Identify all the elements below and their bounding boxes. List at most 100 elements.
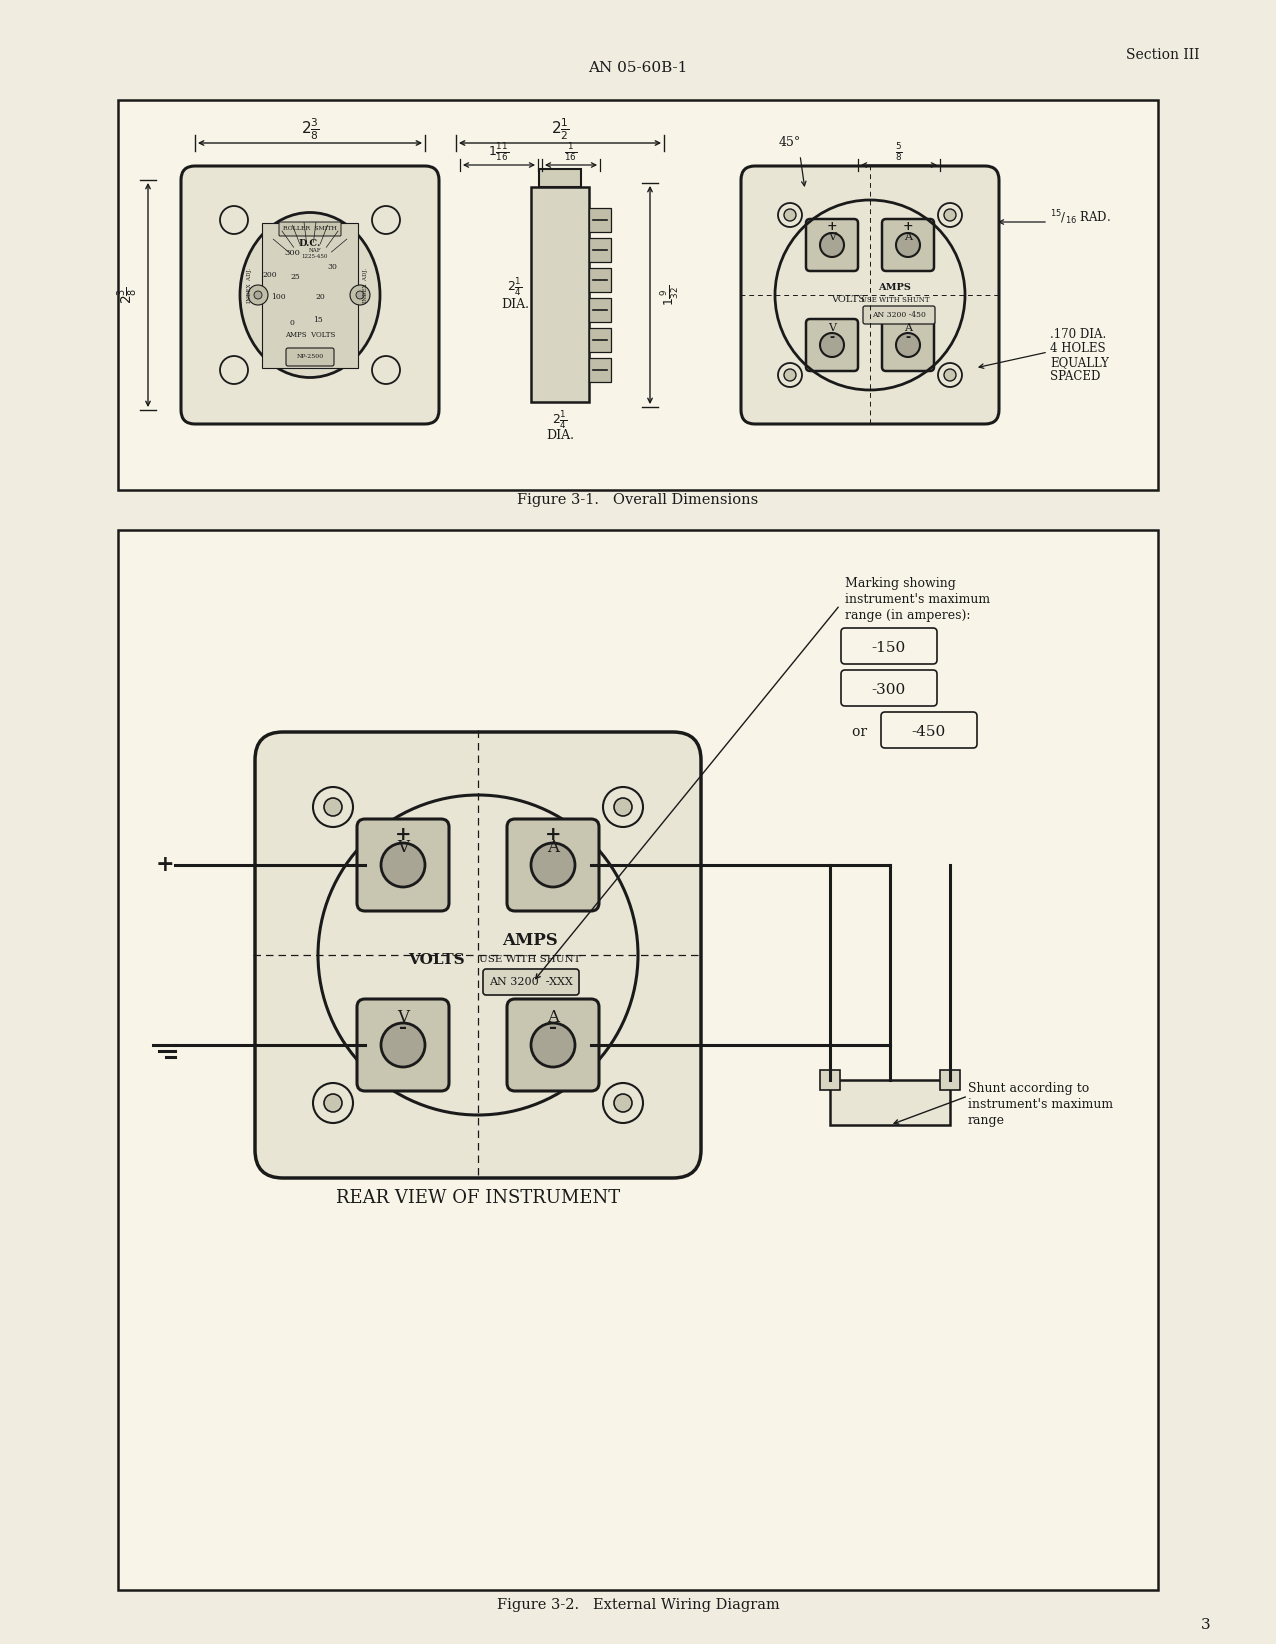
Text: VOLTS: VOLTS bbox=[831, 296, 865, 304]
Text: EQUALLY: EQUALLY bbox=[1050, 357, 1109, 370]
Text: -150: -150 bbox=[872, 641, 906, 654]
Text: -: - bbox=[549, 1019, 558, 1037]
FancyBboxPatch shape bbox=[863, 306, 935, 324]
Text: D.C.: D.C. bbox=[299, 238, 322, 248]
Circle shape bbox=[382, 1023, 425, 1067]
Circle shape bbox=[219, 206, 248, 233]
Circle shape bbox=[356, 291, 364, 299]
Circle shape bbox=[896, 334, 920, 357]
FancyBboxPatch shape bbox=[841, 628, 937, 664]
Text: +: + bbox=[827, 220, 837, 233]
Text: INDEX  ADJ.: INDEX ADJ. bbox=[248, 268, 253, 302]
Circle shape bbox=[604, 787, 643, 827]
Text: .170 DIA.: .170 DIA. bbox=[1050, 329, 1106, 342]
Text: AN 05-60B-1: AN 05-60B-1 bbox=[588, 61, 688, 76]
Text: +: + bbox=[902, 220, 914, 233]
Circle shape bbox=[820, 233, 843, 256]
Text: A: A bbox=[547, 838, 559, 855]
FancyBboxPatch shape bbox=[507, 1000, 598, 1092]
Circle shape bbox=[944, 209, 956, 220]
Text: AMPS: AMPS bbox=[879, 283, 911, 291]
Text: 300: 300 bbox=[285, 248, 300, 256]
Bar bbox=[117, 100, 1159, 490]
Circle shape bbox=[324, 797, 342, 815]
Bar bbox=[590, 238, 611, 261]
Circle shape bbox=[373, 206, 399, 233]
Bar bbox=[590, 329, 611, 352]
Text: +: + bbox=[394, 825, 411, 843]
Text: V: V bbox=[828, 232, 836, 242]
Circle shape bbox=[531, 1023, 575, 1067]
Circle shape bbox=[350, 284, 370, 306]
Bar bbox=[940, 1070, 960, 1090]
Circle shape bbox=[614, 797, 632, 815]
Text: -: - bbox=[829, 332, 835, 345]
FancyBboxPatch shape bbox=[279, 222, 341, 237]
Circle shape bbox=[531, 843, 575, 888]
Text: AN 3200 -450: AN 3200 -450 bbox=[872, 311, 926, 319]
FancyBboxPatch shape bbox=[806, 219, 857, 271]
FancyBboxPatch shape bbox=[880, 712, 977, 748]
Text: $1\frac{9}{32}$: $1\frac{9}{32}$ bbox=[658, 284, 681, 306]
Text: instrument's maximum: instrument's maximum bbox=[845, 592, 990, 605]
Text: AMPS: AMPS bbox=[503, 932, 558, 949]
Text: USE WITH SHUNT: USE WITH SHUNT bbox=[480, 955, 581, 963]
Circle shape bbox=[614, 1093, 632, 1111]
Circle shape bbox=[248, 284, 268, 306]
Text: ROLLER  SMITH: ROLLER SMITH bbox=[283, 227, 337, 232]
Text: 0: 0 bbox=[290, 319, 295, 327]
FancyBboxPatch shape bbox=[882, 319, 934, 372]
Bar bbox=[262, 224, 359, 368]
FancyBboxPatch shape bbox=[357, 819, 449, 911]
Circle shape bbox=[938, 202, 962, 227]
Bar bbox=[829, 1080, 951, 1124]
Circle shape bbox=[783, 209, 796, 220]
Text: VOLTS: VOLTS bbox=[408, 954, 464, 967]
Bar bbox=[590, 209, 611, 232]
Text: INDEX  ADJ.: INDEX ADJ. bbox=[362, 268, 367, 302]
Text: DIA.: DIA. bbox=[501, 299, 530, 311]
Circle shape bbox=[896, 233, 920, 256]
FancyBboxPatch shape bbox=[357, 1000, 449, 1092]
Text: USE WITH SHUNT: USE WITH SHUNT bbox=[861, 296, 929, 304]
Text: $\frac{1}{16}$: $\frac{1}{16}$ bbox=[564, 141, 578, 163]
Circle shape bbox=[820, 334, 843, 357]
Circle shape bbox=[254, 291, 262, 299]
Text: REAR VIEW OF INSTRUMENT: REAR VIEW OF INSTRUMENT bbox=[336, 1189, 620, 1207]
Circle shape bbox=[219, 357, 248, 385]
Text: $2\frac{1}{2}$: $2\frac{1}{2}$ bbox=[551, 117, 569, 141]
Text: 15: 15 bbox=[313, 316, 323, 324]
FancyBboxPatch shape bbox=[286, 349, 334, 367]
Circle shape bbox=[382, 843, 425, 888]
Text: V: V bbox=[397, 1008, 410, 1026]
Text: -300: -300 bbox=[872, 682, 906, 697]
FancyBboxPatch shape bbox=[484, 968, 579, 995]
Text: 30: 30 bbox=[327, 263, 337, 271]
Bar bbox=[590, 358, 611, 381]
Circle shape bbox=[938, 363, 962, 386]
Bar bbox=[538, 169, 581, 187]
FancyBboxPatch shape bbox=[507, 819, 598, 911]
Text: A: A bbox=[547, 1008, 559, 1026]
Circle shape bbox=[778, 202, 803, 227]
Text: Figure 3-1.   Overall Dimensions: Figure 3-1. Overall Dimensions bbox=[517, 493, 759, 506]
Circle shape bbox=[373, 357, 399, 385]
Text: 4 HOLES: 4 HOLES bbox=[1050, 342, 1105, 355]
Text: $2\frac{3}{8}$: $2\frac{3}{8}$ bbox=[116, 286, 140, 304]
Text: NAF: NAF bbox=[309, 248, 322, 253]
Circle shape bbox=[604, 1083, 643, 1123]
Text: or: or bbox=[851, 725, 872, 740]
FancyBboxPatch shape bbox=[181, 166, 439, 424]
Text: 45°: 45° bbox=[778, 136, 801, 150]
Text: $2\frac{1}{4}$: $2\frac{1}{4}$ bbox=[553, 409, 568, 431]
Text: $\frac{5}{8}$: $\frac{5}{8}$ bbox=[896, 141, 903, 163]
Text: NP-2500: NP-2500 bbox=[296, 355, 324, 360]
Text: A: A bbox=[903, 322, 912, 334]
Text: $2\frac{3}{8}$: $2\frac{3}{8}$ bbox=[301, 117, 319, 141]
Circle shape bbox=[783, 368, 796, 381]
Text: Shunt according to: Shunt according to bbox=[968, 1082, 1090, 1095]
Text: $2\frac{1}{4}$: $2\frac{1}{4}$ bbox=[508, 276, 523, 298]
Text: AN 3200  -XXX: AN 3200 -XXX bbox=[489, 977, 573, 986]
Text: -450: -450 bbox=[912, 725, 946, 740]
Text: Figure 3-2.   External Wiring Diagram: Figure 3-2. External Wiring Diagram bbox=[496, 1598, 780, 1613]
